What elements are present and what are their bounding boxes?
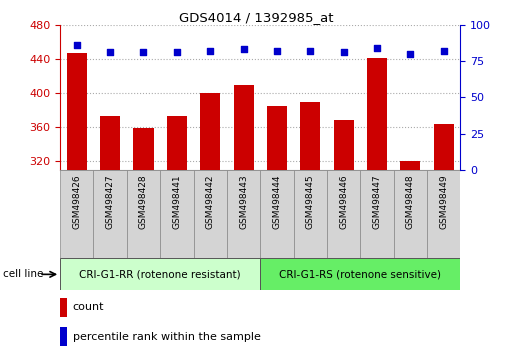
Bar [260,258,460,290]
Bar [60,298,67,317]
Bar [233,85,254,170]
Point [306,48,314,54]
Text: GSM498443: GSM498443 [239,174,248,229]
Bar [260,170,293,258]
Point [240,47,248,52]
Bar [334,120,354,170]
Bar [267,106,287,170]
Point [173,50,181,55]
Point [139,50,147,55]
Point [439,48,448,54]
Point [73,42,81,48]
Bar [227,170,260,258]
Bar [300,102,320,170]
Point [373,45,381,51]
Bar [394,170,427,258]
Text: CRI-G1-RS (rotenone sensitive): CRI-G1-RS (rotenone sensitive) [279,269,441,279]
Text: CRI-G1-RR (rotenone resistant): CRI-G1-RR (rotenone resistant) [79,269,241,279]
Text: GSM498447: GSM498447 [372,174,381,229]
Text: GSM498428: GSM498428 [139,174,148,229]
Text: GSM498441: GSM498441 [173,174,181,229]
Bar [400,160,420,170]
Bar [367,58,387,170]
Bar [94,170,127,258]
Bar [133,128,154,170]
Bar [427,170,460,258]
Bar [434,124,453,170]
Text: GSM498446: GSM498446 [339,174,348,229]
Bar [360,170,393,258]
Text: GSM498427: GSM498427 [106,174,115,229]
Bar [67,53,87,170]
Text: percentile rank within the sample: percentile rank within the sample [73,332,260,342]
Point [106,50,115,55]
Text: GDS4014 / 1392985_at: GDS4014 / 1392985_at [179,11,334,24]
Point [406,51,414,57]
Bar [127,170,160,258]
Text: GSM498448: GSM498448 [406,174,415,229]
Point [206,48,214,54]
Bar [160,170,194,258]
Text: GSM498449: GSM498449 [439,174,448,229]
Bar [60,258,260,290]
Bar [100,116,120,170]
Text: GSM498426: GSM498426 [72,174,81,229]
Bar [194,170,227,258]
Text: cell line: cell line [3,269,43,279]
Bar [327,170,360,258]
Bar [167,116,187,170]
Text: GSM498444: GSM498444 [272,174,281,229]
Bar [293,170,327,258]
Bar [60,170,94,258]
Text: count: count [73,302,104,313]
Bar [60,327,67,346]
Bar [200,93,220,170]
Point [272,48,281,54]
Text: GSM498442: GSM498442 [206,174,214,229]
Text: GSM498445: GSM498445 [306,174,315,229]
Point [339,50,348,55]
